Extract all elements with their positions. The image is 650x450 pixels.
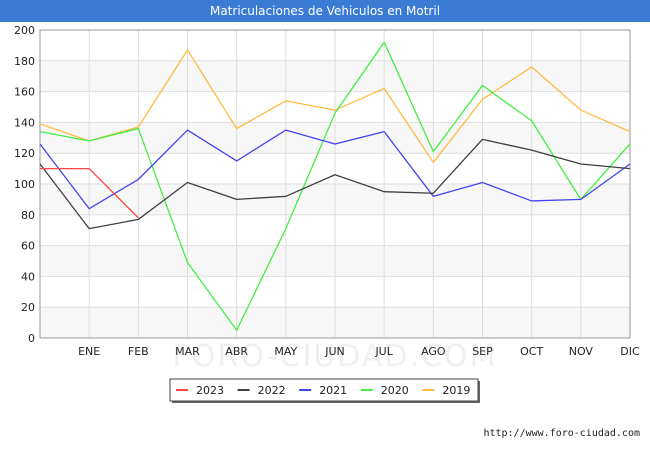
series-line-2020	[39, 41, 631, 331]
legend-label-2019: 2019	[442, 384, 470, 397]
y-tick-label: 180	[14, 55, 35, 68]
series-line-2021	[39, 129, 631, 210]
x-tick-label: FEB	[128, 345, 149, 358]
series-lines	[39, 41, 631, 331]
x-tick-label: NOV	[569, 345, 594, 358]
x-tick-label: AGO	[421, 345, 446, 358]
series-line-2022	[39, 138, 631, 230]
y-tick-label: 0	[28, 332, 35, 345]
y-tick-label: 80	[21, 209, 35, 222]
y-tick-label: 40	[21, 270, 35, 283]
legend: 2023 2022 2021 2020 2019	[169, 378, 480, 403]
x-tick-label: MAY	[274, 345, 297, 358]
x-tick-label: ABR	[225, 345, 248, 358]
y-tick-label: 120	[14, 147, 35, 160]
legend-label-2020: 2020	[381, 384, 409, 397]
y-tick-label: 60	[21, 240, 35, 253]
x-tick-label: SEP	[472, 345, 493, 358]
y-tick-label: 20	[21, 301, 35, 314]
series-line-2019	[39, 49, 631, 164]
series-line-2023	[40, 167, 139, 219]
legend-label-2022: 2022	[258, 384, 286, 397]
watermark: FORO-CIUDAD.COM	[173, 339, 498, 374]
x-axis-ticks: ENE FEB MAR ABR MAY JUN JUL AGO SEP OCT NOV DIC	[78, 345, 640, 358]
y-tick-label: 140	[14, 116, 35, 129]
legend-label-2021: 2021	[319, 384, 347, 397]
x-tick-label: JUL	[374, 345, 393, 358]
y-tick-label: 100	[14, 178, 35, 191]
x-tick-label: ENE	[78, 345, 100, 358]
chart-title: Matriculaciones de Vehiculos en Motril	[0, 0, 650, 22]
source-url: http://www.foro-ciudad.com	[483, 428, 640, 439]
x-tick-label: JUN	[324, 345, 345, 358]
y-tick-label: 160	[14, 86, 35, 99]
plot-frame	[39, 29, 631, 339]
x-tick-label: OCT	[520, 345, 543, 358]
x-tick-label: MAR	[175, 345, 200, 358]
legend-label-2023: 2023	[196, 384, 224, 397]
x-tick-label: DIC	[620, 345, 640, 358]
y-tick-label: 200	[14, 24, 35, 37]
y-axis-ticks: 0 20 40 60 80 100 120 140 160 180 200	[14, 24, 35, 345]
legend-box	[169, 378, 479, 402]
